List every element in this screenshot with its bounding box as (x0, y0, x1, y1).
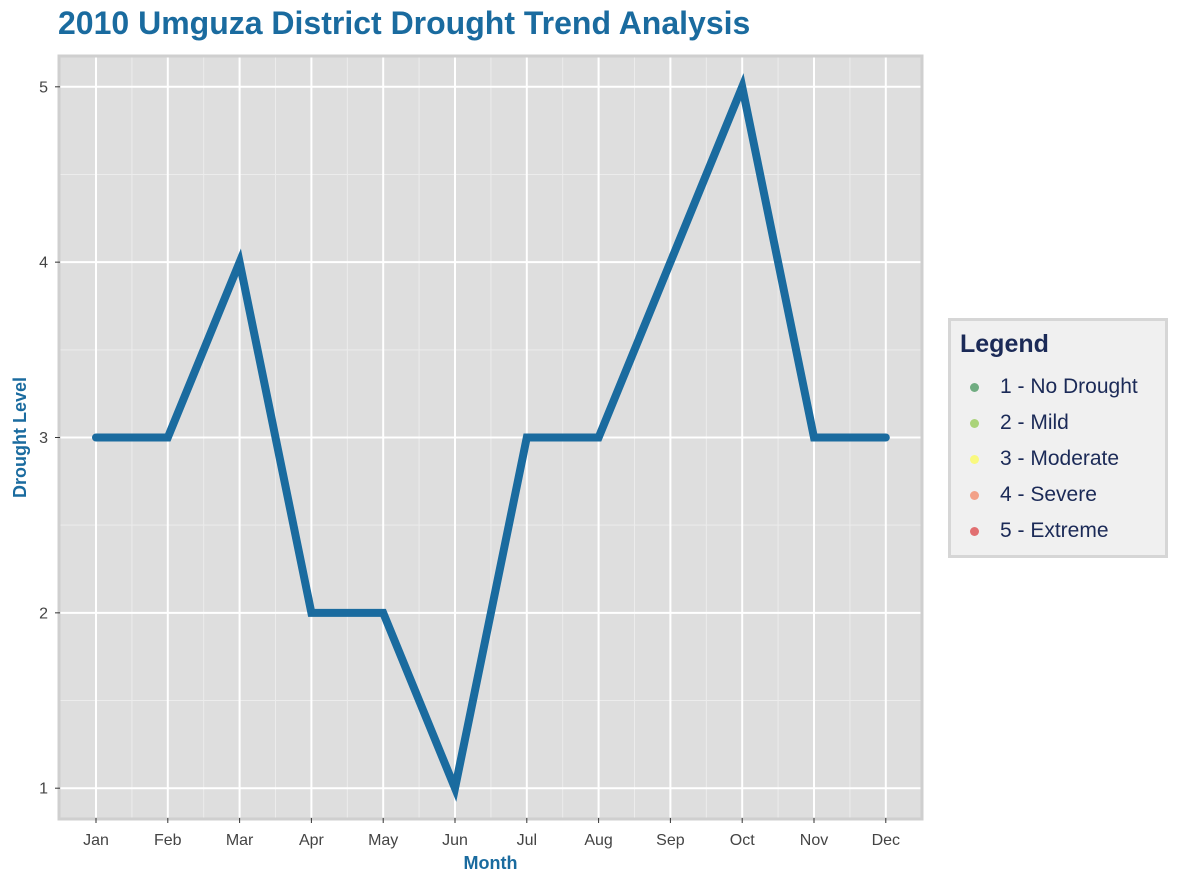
legend-label: 2 - Mild (1000, 411, 1069, 434)
legend-dot-icon (970, 526, 979, 536)
y-tick-label: 1 (39, 781, 48, 798)
legend-items: 1 - No Drought 2 - Mild 3 - Moderate 4 - Se… (960, 369, 1165, 549)
legend-title: Legend (960, 330, 1049, 358)
drought-level-point (382, 612, 384, 614)
x-tick-label: Nov (800, 832, 828, 849)
x-tick-label: Jan (83, 832, 109, 849)
legend-item: 4 - Severe (960, 477, 1165, 513)
drought-level-point (741, 86, 743, 88)
legend-item: 2 - Mild (960, 405, 1165, 441)
x-tick-label: Jun (442, 832, 468, 849)
series-layer (92, 73, 890, 802)
drought-level-point (885, 437, 887, 438)
legend-dot-icon (970, 490, 979, 500)
drought-level-point (454, 787, 456, 789)
x-axis-title: Month (464, 853, 518, 873)
drought-level-point (310, 612, 312, 614)
x-tick-label: May (368, 832, 398, 849)
x-tick-label: Oct (730, 832, 755, 849)
legend: Legend 1 - No Drought 2 - Mild 3 - Moderat… (948, 318, 1168, 558)
drought-level-line (92, 73, 890, 802)
x-tick-label: Mar (226, 832, 254, 849)
drought-level-point (167, 437, 169, 438)
legend-dot-icon (970, 382, 979, 392)
drought-level-point (526, 437, 528, 438)
x-tick-label: Apr (299, 832, 325, 849)
y-tick-label: 5 (39, 79, 48, 96)
drought-level-point (669, 261, 671, 263)
legend-item: 5 - Extreme (960, 513, 1165, 549)
drought-level-point (813, 437, 815, 438)
drought-level-point (598, 437, 600, 438)
drought-level-point (95, 437, 97, 438)
x-tick-label: Dec (872, 832, 900, 849)
x-tick-label: Aug (584, 832, 612, 849)
legend-label: 4 - Severe (1000, 483, 1097, 506)
legend-label: 3 - Moderate (1000, 447, 1120, 470)
y-tick-label: 2 (39, 605, 48, 622)
legend-item: 3 - Moderate (960, 441, 1165, 477)
x-tick-label: Jul (517, 832, 537, 849)
y-axis-ticks: 1 2 3 4 5 (39, 79, 60, 798)
y-tick-label: 4 (39, 255, 48, 272)
legend-label: 5 - Extreme (1000, 519, 1109, 542)
legend-item: 1 - No Drought (960, 369, 1165, 405)
x-axis-ticks: Jan Feb Mar Apr May Jun Jul Aug Sep Oct Nov Dec (83, 818, 900, 849)
legend-label: 1 - No Drought (1000, 375, 1138, 398)
legend-dot-icon (970, 418, 979, 428)
x-tick-label: Feb (154, 832, 182, 849)
drought-level-point (239, 261, 241, 263)
legend-dot-icon (970, 454, 979, 464)
y-axis-title: Drought Level (10, 377, 30, 498)
x-tick-label: Sep (656, 832, 685, 849)
y-tick-label: 3 (39, 430, 48, 447)
chart-title: 2010 Umguza District Drought Trend Analy… (58, 5, 751, 41)
